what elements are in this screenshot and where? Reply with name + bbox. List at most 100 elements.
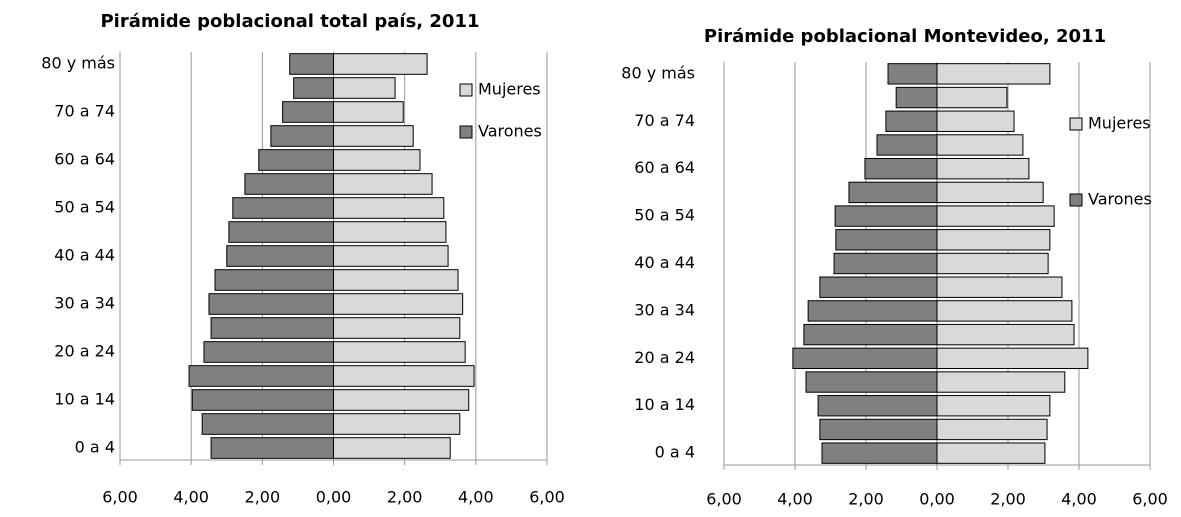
y-tick-label: 10 a 14 — [54, 390, 115, 409]
bar — [834, 205, 938, 227]
bar — [936, 371, 1066, 393]
bar — [191, 389, 334, 411]
legend-label: Varones — [1088, 190, 1152, 209]
x-tick-label: 4,00 — [173, 488, 209, 507]
x-tick-label: 4,00 — [458, 488, 494, 507]
bar — [835, 229, 938, 251]
bar — [244, 173, 335, 195]
legend-label: Varones — [478, 122, 542, 141]
y-tick-label: 30 a 34 — [54, 294, 115, 313]
x-tick-label: 0,00 — [919, 490, 955, 509]
bar — [293, 77, 334, 99]
y-tick-label: 10 a 14 — [634, 395, 695, 414]
y-tick-label: 80 y más — [621, 63, 695, 82]
y-tick-label: 0 a 4 — [655, 443, 695, 462]
bar — [333, 413, 461, 435]
bar — [333, 101, 404, 123]
legend-swatch — [1069, 117, 1083, 131]
bar — [936, 442, 1046, 464]
x-tick-label: 2,00 — [848, 490, 884, 509]
bar — [289, 53, 335, 75]
bar — [805, 371, 938, 393]
bar — [936, 276, 1063, 298]
x-tick-label: 2,00 — [990, 490, 1026, 509]
bar — [210, 437, 335, 459]
bar — [258, 149, 334, 171]
bar — [887, 63, 938, 85]
y-tick-label: 40 a 44 — [54, 246, 115, 265]
y-tick-label: 60 a 64 — [634, 158, 695, 177]
bar — [936, 181, 1044, 204]
x-tick-label: 6,00 — [1132, 490, 1168, 509]
bar — [333, 365, 475, 387]
legend-label: Mujeres — [1088, 114, 1151, 133]
bar — [936, 323, 1075, 346]
bar — [936, 157, 1030, 180]
y-tick-label: 20 a 24 — [634, 348, 695, 367]
y-tick-label: 70 a 74 — [634, 111, 695, 130]
bar — [210, 317, 335, 339]
bar — [833, 252, 938, 275]
bar — [895, 86, 938, 109]
y-tick-label: 0 a 4 — [75, 438, 115, 457]
bar — [208, 293, 334, 315]
bar — [333, 77, 396, 99]
x-tick-label: 0,00 — [316, 488, 352, 507]
bar — [819, 276, 938, 298]
bar — [864, 157, 938, 180]
bar — [203, 341, 334, 363]
bar — [333, 125, 414, 147]
bar — [817, 395, 938, 417]
bar — [188, 365, 334, 387]
bar — [201, 413, 334, 435]
bar — [792, 347, 938, 370]
bar — [333, 341, 466, 363]
bar — [936, 86, 1008, 109]
legend-swatch — [459, 83, 473, 97]
bar — [333, 269, 459, 291]
bar — [936, 252, 1049, 275]
bar — [270, 125, 334, 147]
y-tick-label: 20 a 24 — [54, 342, 115, 361]
bar — [333, 53, 428, 75]
y-tick-label: 30 a 34 — [634, 300, 695, 319]
chart-title: Pirámide poblacional total país, 2011 — [100, 11, 479, 32]
bar — [214, 269, 335, 291]
bar — [333, 197, 445, 219]
chart-title: Pirámide poblacional Montevideo, 2011 — [704, 26, 1106, 47]
bar — [936, 205, 1055, 227]
x-tick-label: 6,00 — [706, 490, 742, 509]
bar — [885, 110, 938, 132]
bar — [936, 63, 1051, 85]
bar — [936, 134, 1024, 156]
x-tick-label: 2,00 — [387, 488, 423, 507]
legend-swatch — [1069, 193, 1083, 207]
bar — [333, 149, 421, 171]
x-tick-label: 4,00 — [777, 490, 813, 509]
y-tick-label: 50 a 54 — [54, 198, 115, 217]
y-tick-label: 50 a 54 — [634, 206, 695, 225]
bar — [228, 221, 334, 243]
y-tick-label: 70 a 74 — [54, 102, 115, 121]
bar — [821, 442, 938, 464]
bar — [333, 245, 449, 267]
bar — [936, 229, 1051, 251]
bar — [936, 395, 1051, 417]
y-tick-label: 80 y más — [41, 54, 115, 73]
y-tick-label: 40 a 44 — [634, 253, 695, 272]
bar — [333, 389, 470, 411]
bar — [936, 418, 1048, 441]
bar — [936, 347, 1089, 370]
bar — [876, 134, 938, 156]
x-tick-label: 6,00 — [102, 488, 138, 507]
x-tick-label: 2,00 — [245, 488, 281, 507]
y-tick-label: 60 a 64 — [54, 150, 115, 169]
legend-label: Mujeres — [478, 80, 541, 99]
bar — [848, 181, 938, 204]
bar — [333, 317, 461, 339]
legend-swatch — [459, 125, 473, 139]
bar — [226, 245, 334, 267]
bar — [807, 300, 938, 322]
bar — [819, 418, 938, 441]
bar — [232, 197, 334, 219]
